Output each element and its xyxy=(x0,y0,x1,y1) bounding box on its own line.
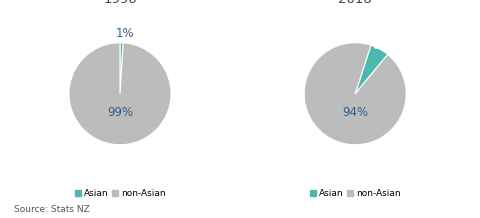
Legend: Asian, non-Asian: Asian, non-Asian xyxy=(74,189,166,198)
Wedge shape xyxy=(120,43,123,94)
Text: 1%: 1% xyxy=(116,27,135,40)
Wedge shape xyxy=(355,45,388,94)
Wedge shape xyxy=(69,43,171,145)
Text: 99%: 99% xyxy=(107,106,133,119)
Legend: Asian, non-Asian: Asian, non-Asian xyxy=(310,189,401,198)
Title: 1996: 1996 xyxy=(103,0,137,6)
Title: 2018: 2018 xyxy=(338,0,372,6)
Text: 6%: 6% xyxy=(372,41,390,51)
Text: 94%: 94% xyxy=(342,106,368,119)
Wedge shape xyxy=(304,43,406,145)
Text: Source: Stats NZ: Source: Stats NZ xyxy=(14,205,90,214)
